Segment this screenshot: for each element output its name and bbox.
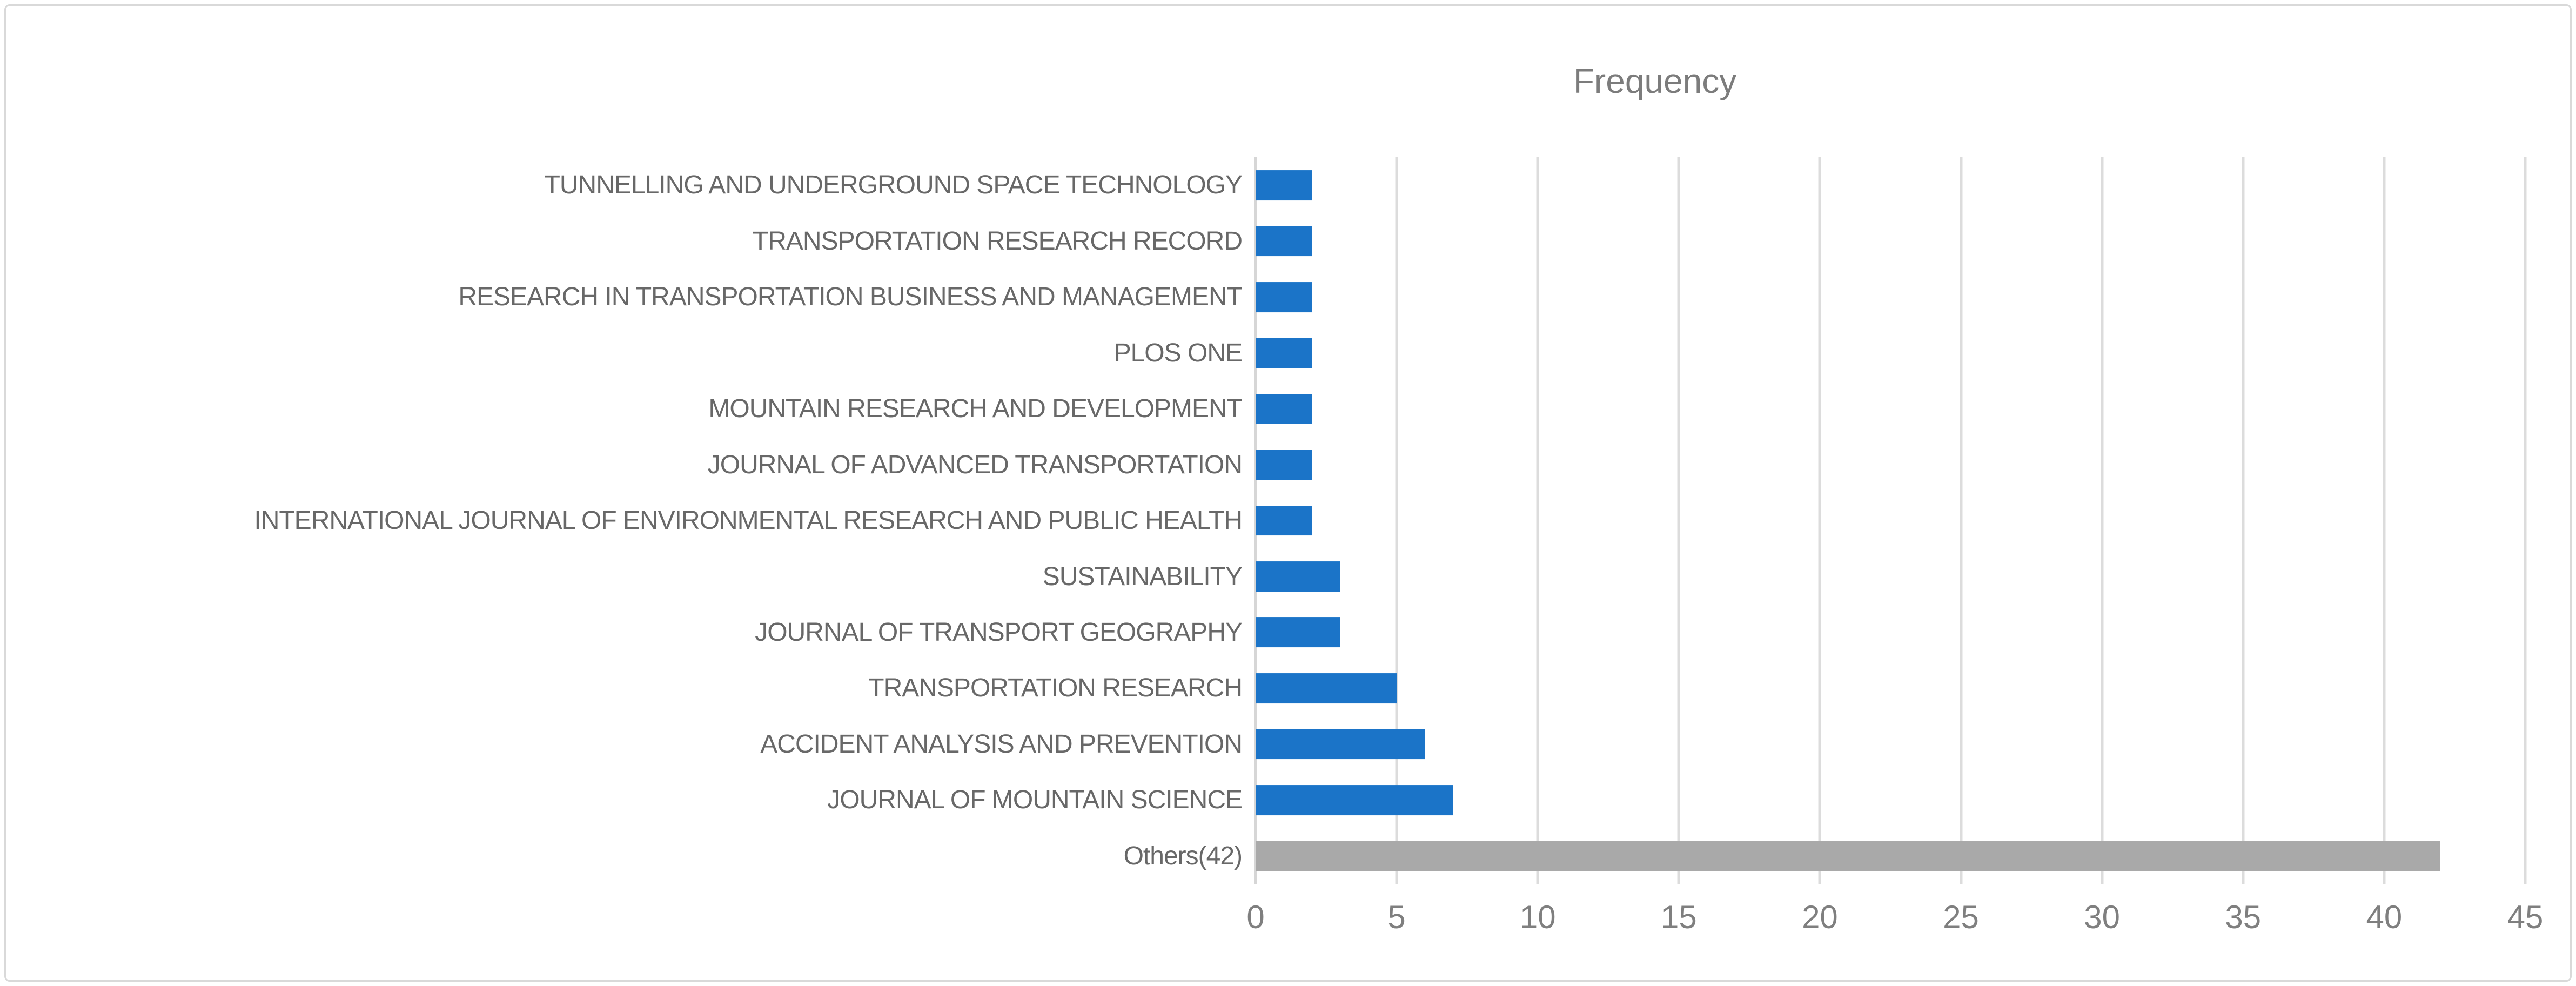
gridline	[1395, 157, 1398, 884]
gridline	[2101, 157, 2104, 884]
bar-row	[1256, 213, 2525, 269]
bar	[1256, 338, 1312, 368]
category-axis-labels: TUNNELLING AND UNDERGROUND SPACE TECHNOL…	[22, 157, 1243, 884]
bar-row	[1256, 605, 2525, 660]
bar	[1256, 505, 1312, 536]
category-label: JOURNAL OF TRANSPORT GEOGRAPHY	[755, 618, 1243, 647]
category-label: JOURNAL OF ADVANCED TRANSPORTATION	[707, 450, 1243, 479]
x-tick-label: 10	[1519, 899, 1556, 935]
category-label: MOUNTAIN RESEARCH AND DEVELOPMENT	[708, 394, 1243, 424]
bar-row	[1256, 157, 2525, 213]
category-label: SUSTAINABILITY	[1042, 562, 1243, 591]
gridline	[1818, 157, 1821, 884]
gridline	[1677, 157, 1680, 884]
gridline	[2383, 157, 2386, 884]
bar	[1256, 561, 1340, 592]
x-tick-label: 30	[2084, 899, 2121, 935]
bar	[1256, 170, 1312, 200]
bar	[1256, 617, 1340, 648]
x-tick-label: 35	[2225, 899, 2262, 935]
category-label: Others(42)	[1123, 841, 1243, 870]
category-label: ACCIDENT ANALYSIS AND PREVENTION	[760, 729, 1243, 759]
bar-row	[1256, 716, 2525, 772]
bar-row	[1256, 437, 2525, 492]
x-tick-label: 40	[2366, 899, 2403, 935]
x-tick-label: 45	[2507, 899, 2544, 935]
category-label: PLOS ONE	[1113, 338, 1243, 367]
bar	[1256, 673, 1397, 703]
chart-title: Frequency	[1573, 62, 1737, 100]
bar-row	[1256, 828, 2525, 884]
x-tick-label: 15	[1660, 899, 1697, 935]
bar-row	[1256, 548, 2525, 604]
x-tick-label: 0	[1246, 899, 1265, 935]
chart-frame: Frequency TUNNELLING AND UNDERGROUND SPA…	[4, 4, 2572, 982]
bar	[1256, 450, 1312, 480]
bar-others	[1256, 841, 2441, 871]
plot-area	[1254, 157, 2527, 884]
x-axis-tick-labels: 0 5 10 15 20 25 30 35 40 45	[1246, 898, 2543, 947]
gridline	[2524, 157, 2527, 884]
gridline	[1536, 157, 1539, 884]
bar-series	[1256, 157, 2525, 884]
bar-row	[1256, 493, 2525, 548]
category-label: INTERNATIONAL JOURNAL OF ENVIRONMENTAL R…	[254, 506, 1243, 535]
bar	[1256, 784, 1453, 815]
bar-row	[1256, 772, 2525, 828]
bar	[1256, 281, 1312, 312]
gridline	[1960, 157, 1963, 884]
bar	[1256, 226, 1312, 257]
bar-row	[1256, 660, 2525, 716]
bar	[1256, 393, 1312, 424]
category-label: JOURNAL OF MOUNTAIN SCIENCE	[827, 786, 1243, 815]
category-label: RESEARCH IN TRANSPORTATION BUSINESS AND …	[458, 283, 1243, 312]
bar	[1256, 729, 1425, 760]
bar-row	[1256, 325, 2525, 380]
gridline	[2242, 157, 2245, 884]
x-tick-label: 20	[1802, 899, 1838, 935]
x-tick-label: 5	[1387, 899, 1406, 935]
x-tick-label: 25	[1943, 899, 1979, 935]
bar-row	[1256, 381, 2525, 437]
bar-row	[1256, 269, 2525, 325]
category-label: TRANSPORTATION RESEARCH RECORD	[752, 226, 1243, 256]
category-label: TUNNELLING AND UNDERGROUND SPACE TECHNOL…	[544, 171, 1243, 200]
category-label: TRANSPORTATION RESEARCH	[868, 674, 1243, 703]
